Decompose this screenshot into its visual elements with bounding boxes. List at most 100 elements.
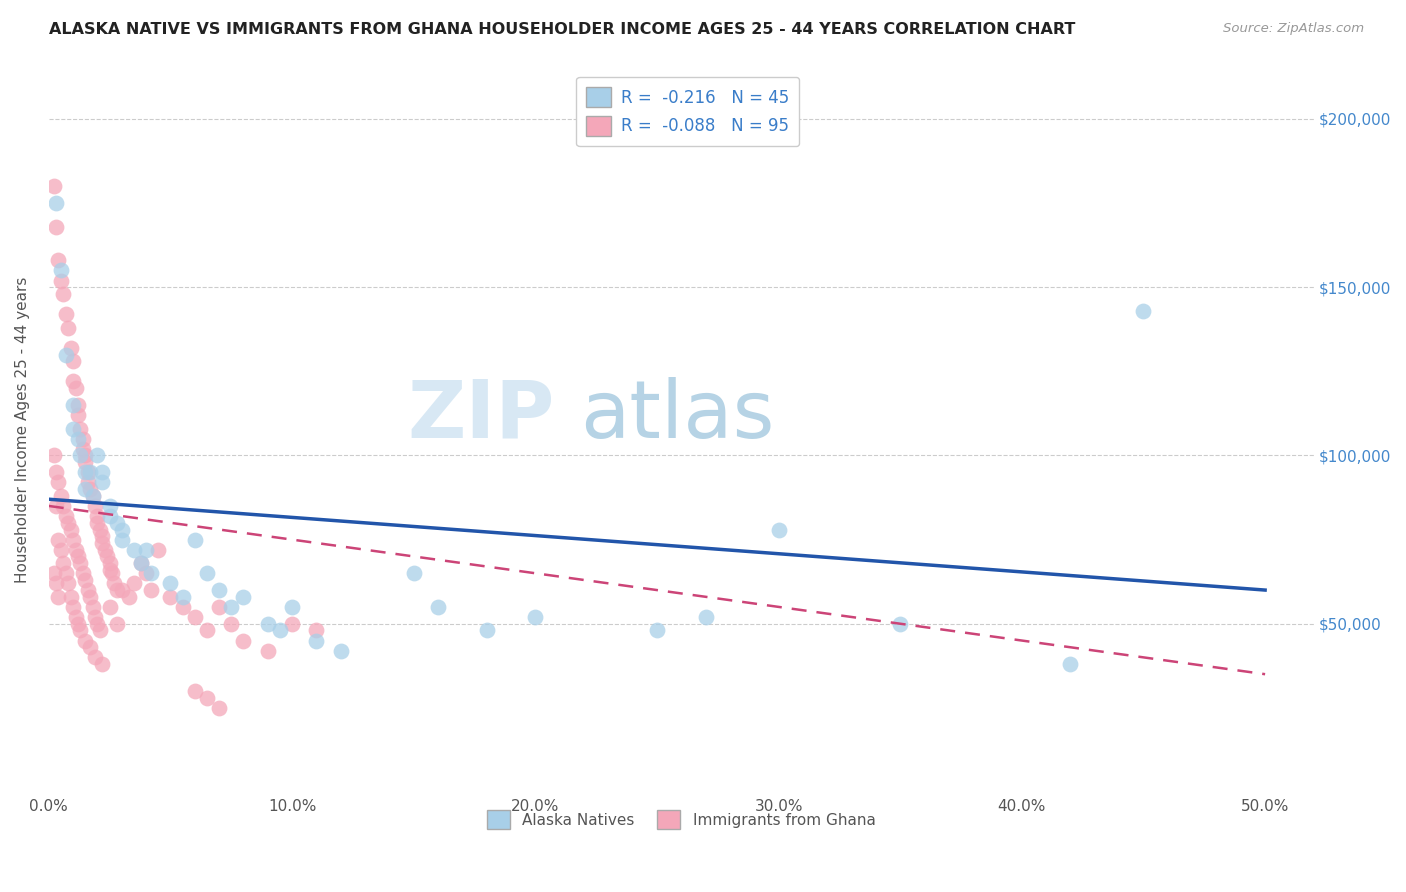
Point bbox=[66, 408, 89, 422]
Point bbox=[329, 643, 352, 657]
Point bbox=[75, 573, 97, 587]
Point bbox=[58, 516, 80, 530]
Text: Source: ZipAtlas.com: Source: ZipAtlas.com bbox=[1223, 22, 1364, 36]
Point bbox=[84, 650, 107, 665]
Point bbox=[58, 320, 80, 334]
Point bbox=[195, 690, 218, 705]
Point bbox=[42, 566, 65, 581]
Point bbox=[91, 529, 114, 543]
Text: atlas: atlas bbox=[581, 376, 775, 455]
Point bbox=[65, 542, 87, 557]
Point bbox=[305, 633, 328, 648]
Point bbox=[86, 616, 108, 631]
Y-axis label: Householder Income Ages 25 - 44 years: Householder Income Ages 25 - 44 years bbox=[15, 277, 30, 583]
Point bbox=[45, 499, 67, 513]
Point bbox=[172, 599, 194, 614]
Point bbox=[79, 590, 101, 604]
Point bbox=[89, 624, 111, 638]
Point bbox=[66, 432, 89, 446]
Point bbox=[91, 536, 114, 550]
Point bbox=[105, 516, 128, 530]
Point bbox=[79, 482, 101, 496]
Point bbox=[79, 640, 101, 655]
Text: ALASKA NATIVE VS IMMIGRANTS FROM GHANA HOUSEHOLDER INCOME AGES 25 - 44 YEARS COR: ALASKA NATIVE VS IMMIGRANTS FROM GHANA H… bbox=[49, 22, 1076, 37]
Point bbox=[66, 616, 89, 631]
Point bbox=[76, 475, 98, 490]
Point bbox=[52, 499, 75, 513]
Point bbox=[75, 482, 97, 496]
Point bbox=[172, 590, 194, 604]
Point bbox=[1132, 303, 1154, 318]
Point bbox=[219, 599, 242, 614]
Point bbox=[103, 576, 125, 591]
Point bbox=[98, 556, 121, 570]
Point bbox=[96, 549, 118, 564]
Point bbox=[79, 465, 101, 479]
Point bbox=[98, 499, 121, 513]
Point bbox=[111, 583, 134, 598]
Point bbox=[91, 465, 114, 479]
Point bbox=[55, 307, 77, 321]
Point bbox=[42, 449, 65, 463]
Point bbox=[65, 381, 87, 395]
Point bbox=[86, 516, 108, 530]
Point bbox=[66, 549, 89, 564]
Point bbox=[139, 583, 162, 598]
Point bbox=[122, 576, 145, 591]
Point bbox=[49, 263, 72, 277]
Point bbox=[93, 542, 115, 557]
Point bbox=[76, 465, 98, 479]
Point bbox=[55, 566, 77, 581]
Point bbox=[75, 465, 97, 479]
Point bbox=[75, 449, 97, 463]
Point bbox=[49, 489, 72, 503]
Point bbox=[48, 475, 70, 490]
Point bbox=[305, 624, 328, 638]
Point bbox=[232, 590, 254, 604]
Point bbox=[52, 556, 75, 570]
Point bbox=[135, 542, 157, 557]
Point bbox=[66, 398, 89, 412]
Point bbox=[1059, 657, 1081, 672]
Point bbox=[48, 590, 70, 604]
Point bbox=[105, 583, 128, 598]
Point bbox=[129, 556, 152, 570]
Point bbox=[135, 566, 157, 581]
Point bbox=[98, 563, 121, 577]
Point bbox=[62, 398, 84, 412]
Point bbox=[402, 566, 425, 581]
Point bbox=[62, 354, 84, 368]
Point bbox=[76, 583, 98, 598]
Point bbox=[69, 556, 91, 570]
Point bbox=[52, 287, 75, 301]
Point bbox=[59, 523, 82, 537]
Point bbox=[139, 566, 162, 581]
Point bbox=[98, 509, 121, 524]
Point bbox=[183, 610, 205, 624]
Point bbox=[148, 542, 170, 557]
Point bbox=[232, 633, 254, 648]
Point bbox=[72, 432, 94, 446]
Point bbox=[72, 442, 94, 456]
Point bbox=[86, 509, 108, 524]
Point bbox=[62, 599, 84, 614]
Point bbox=[159, 576, 181, 591]
Point bbox=[62, 421, 84, 435]
Point bbox=[269, 624, 291, 638]
Point bbox=[768, 523, 790, 537]
Point bbox=[49, 542, 72, 557]
Point bbox=[82, 489, 104, 503]
Point bbox=[208, 701, 231, 715]
Point bbox=[129, 556, 152, 570]
Point bbox=[91, 657, 114, 672]
Point bbox=[72, 566, 94, 581]
Point bbox=[183, 684, 205, 698]
Point bbox=[91, 475, 114, 490]
Point bbox=[281, 599, 304, 614]
Point bbox=[195, 566, 218, 581]
Point bbox=[69, 624, 91, 638]
Point bbox=[69, 421, 91, 435]
Point bbox=[524, 610, 547, 624]
Point bbox=[62, 375, 84, 389]
Point bbox=[86, 449, 108, 463]
